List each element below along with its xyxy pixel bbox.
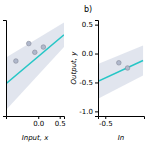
tick-label: 0.5 <box>55 120 66 128</box>
tick: -1.0 <box>79 108 98 116</box>
axis-line <box>7 117 65 120</box>
plot-area <box>6 23 64 110</box>
title: b) <box>84 5 92 14</box>
tick-mark <box>60 116 61 119</box>
point <box>26 41 31 46</box>
tick-label: 0.0 <box>82 50 93 58</box>
tick: -0.5 <box>79 79 98 87</box>
point <box>41 45 46 50</box>
tick-label: -0.5 <box>99 120 113 128</box>
tick-label: 0.0 <box>33 120 44 128</box>
x-axis-label: In <box>118 134 125 142</box>
band <box>6 23 64 110</box>
point <box>117 60 122 65</box>
tick-label: -0.5 <box>79 79 93 87</box>
tick-mark <box>95 111 98 112</box>
line <box>98 60 143 81</box>
tick: 0.5 <box>82 21 98 29</box>
y-axis-label: Output, y <box>70 51 78 85</box>
point <box>14 59 19 64</box>
x-axis: -0.5 <box>99 116 145 128</box>
tick: -0.5 <box>99 116 113 128</box>
x-axis: 0.0 0.5 <box>7 116 66 128</box>
tick-mark <box>38 116 39 119</box>
tick-mark <box>95 25 98 26</box>
band <box>98 45 143 98</box>
tick-label: 0.5 <box>82 21 93 29</box>
x-axis-label: Input, x <box>22 134 50 142</box>
point <box>125 66 130 71</box>
tick: 0.0 <box>33 116 44 128</box>
tick-mark <box>95 54 98 55</box>
plot-area <box>98 45 143 98</box>
tick: 0.5 <box>55 116 66 128</box>
line <box>6 35 64 84</box>
tick-label: -1.0 <box>79 108 93 116</box>
tick-mark <box>95 82 98 83</box>
axis-line <box>95 21 99 117</box>
y-axis <box>3 21 7 117</box>
axis-line <box>3 21 7 117</box>
y-axis: 0.5 0.0 -0.5 -1.0 <box>79 21 98 117</box>
axis-line <box>99 117 145 120</box>
tick-mark <box>105 116 106 119</box>
chart: 0.0 0.5 Input, x -0.5 0.5 0.0 -0.5 -1.0 In Output… <box>0 0 150 150</box>
tick: 0.0 <box>82 50 98 58</box>
point <box>32 50 37 55</box>
